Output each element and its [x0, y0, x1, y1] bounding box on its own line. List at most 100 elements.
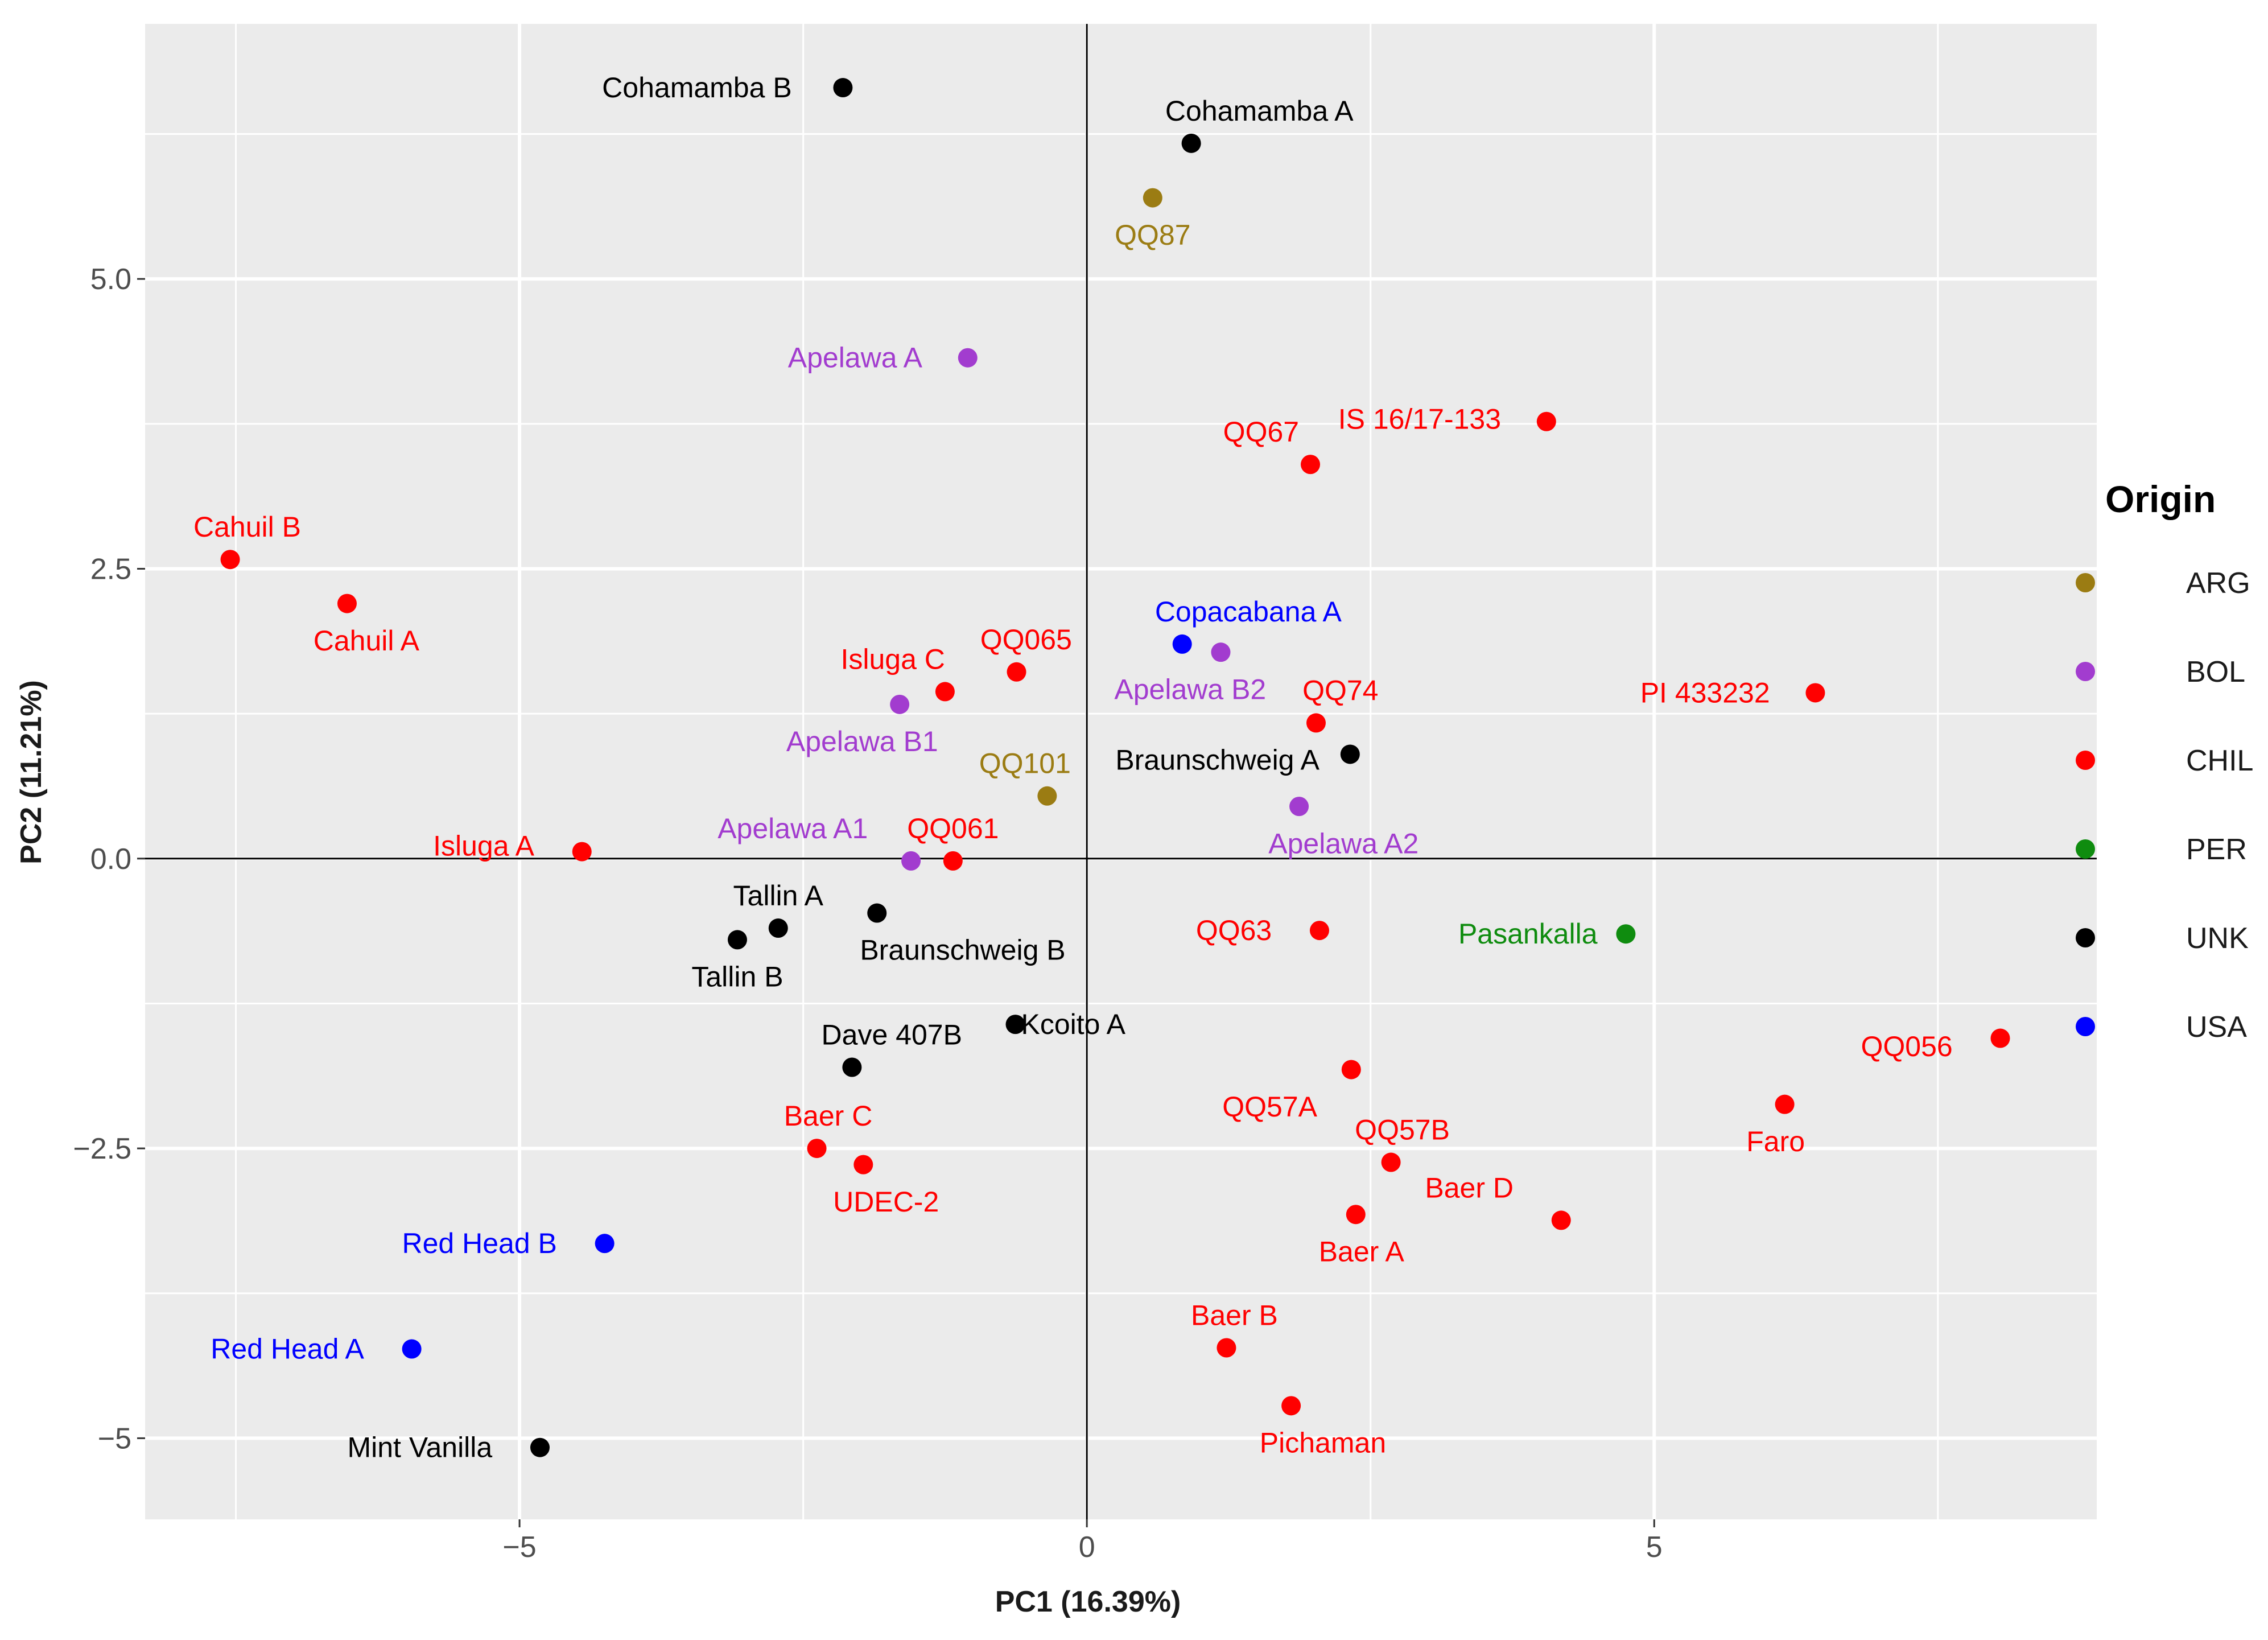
- legend-label: BOL: [2186, 656, 2245, 689]
- y-tick-label: −2.5: [73, 1132, 131, 1165]
- data-point: [337, 594, 357, 613]
- data-point: [595, 1234, 615, 1254]
- legend-swatch: [2076, 1017, 2095, 1036]
- point-label: QQ056: [1861, 1031, 1953, 1062]
- y-tick-label: 5.0: [90, 263, 131, 296]
- data-point: [768, 918, 788, 938]
- point-label: Tallin B: [691, 961, 783, 993]
- point-label: QQ67: [1223, 416, 1299, 448]
- x-tick-label: 0: [1079, 1531, 1095, 1564]
- data-point: [1181, 133, 1201, 153]
- data-point: [842, 1057, 862, 1077]
- data-point: [807, 1139, 827, 1159]
- point-label: IS 16/17-133: [1338, 403, 1501, 435]
- x-tick-label: −5: [502, 1531, 536, 1564]
- data-point: [1217, 1338, 1236, 1358]
- data-point: [1805, 683, 1825, 703]
- legend-label: USA: [2186, 1011, 2247, 1044]
- data-point: [890, 694, 910, 714]
- data-point: [958, 348, 978, 368]
- point-label: Cahuil B: [193, 511, 301, 543]
- data-point: [530, 1437, 550, 1457]
- point-label: Red Head A: [211, 1333, 364, 1365]
- point-label: Apelawa A2: [1268, 827, 1418, 859]
- data-point: [1551, 1210, 1571, 1230]
- point-label: Isluga C: [840, 643, 945, 675]
- point-label: QQ57B: [1355, 1114, 1450, 1145]
- point-label: PI 433232: [1640, 677, 1770, 708]
- reference-lines: [145, 24, 2097, 1519]
- y-axis-title: PC2 (11.21%): [15, 680, 48, 864]
- legend-label: CHIL: [2186, 744, 2253, 777]
- point-label: Red Head B: [402, 1227, 556, 1259]
- data-point: [1990, 1028, 2010, 1048]
- data-point: [1616, 924, 1636, 944]
- data-point: [1172, 634, 1192, 654]
- data-point: [1007, 662, 1026, 682]
- point-label: UDEC-2: [833, 1186, 939, 1218]
- x-tick-label: 5: [1646, 1531, 1663, 1564]
- point-label: Pichaman: [1260, 1427, 1386, 1459]
- point-label: Pasankalla: [1458, 918, 1598, 950]
- point-label: Apelawa B1: [786, 726, 938, 757]
- data-point: [1775, 1094, 1795, 1114]
- data-point: [402, 1339, 422, 1359]
- point-label: Baer C: [784, 1100, 873, 1132]
- data-point: [727, 930, 747, 950]
- data-point: [572, 842, 592, 862]
- data-point: [1306, 713, 1326, 733]
- data-point: [935, 682, 955, 702]
- point-label: Apelawa A: [788, 342, 923, 374]
- data-point: [1289, 797, 1309, 817]
- data-point: [220, 550, 240, 570]
- data-points: [220, 78, 2010, 1457]
- data-point: [1340, 744, 1360, 764]
- point-label: QQ74: [1302, 674, 1378, 706]
- data-point: [1281, 1396, 1301, 1416]
- point-label: QQ63: [1196, 914, 1272, 946]
- point-label: Apelawa B2: [1114, 673, 1266, 705]
- y-tick-label: −5: [98, 1422, 131, 1455]
- legend-title: Origin: [2105, 478, 2216, 520]
- legend-swatch: [2076, 573, 2095, 592]
- data-point: [853, 1155, 873, 1175]
- data-point: [1301, 455, 1321, 475]
- point-label: Baer D: [1425, 1172, 1514, 1204]
- point-label: Cahuil A: [314, 625, 420, 657]
- point-label: Faro: [1746, 1126, 1805, 1157]
- point-label: Cohamamba B: [602, 72, 792, 104]
- data-point: [1037, 786, 1057, 806]
- legend-swatch: [2076, 751, 2095, 770]
- point-label: Mint Vanilla: [347, 1432, 492, 1464]
- point-label: Baer B: [1191, 1299, 1278, 1331]
- plot-panel: [145, 24, 2097, 1519]
- y-axis-ticks: 5.0 2.5 0.0 −2.5 −5: [73, 263, 145, 1455]
- data-point: [1143, 188, 1162, 208]
- x-axis-title: PC1 (16.39%): [995, 1585, 1181, 1618]
- point-label: QQ061: [907, 813, 999, 844]
- point-label: Braunschweig A: [1115, 744, 1319, 776]
- point-label: Apelawa A1: [717, 813, 868, 844]
- point-label: Kcoito A: [1021, 1008, 1126, 1040]
- legend-swatch: [2076, 839, 2095, 859]
- data-point: [1005, 1015, 1025, 1035]
- point-label: Tallin A: [733, 880, 824, 912]
- point-label: Baer A: [1319, 1235, 1405, 1267]
- point-label: QQ57A: [1222, 1091, 1317, 1123]
- legend-label: PER: [2186, 833, 2247, 866]
- point-label: Braunschweig B: [860, 934, 1065, 966]
- data-point: [1346, 1205, 1366, 1225]
- point-labels: Cohamamba B Cohamamba A QQ87 Apelawa A IS 16…: [193, 72, 1953, 1464]
- data-point: [1309, 921, 1329, 941]
- point-label: Cohamamba A: [1165, 95, 1354, 127]
- point-label: QQ101: [979, 748, 1071, 780]
- point-label: Copacabana A: [1155, 596, 1342, 628]
- data-point: [833, 78, 853, 98]
- minor-gridlines: [145, 24, 2097, 1519]
- point-label: QQ065: [980, 624, 1072, 656]
- data-point: [1341, 1060, 1361, 1079]
- legend-swatch: [2076, 662, 2095, 681]
- y-tick-label: 0.0: [90, 843, 131, 876]
- point-label: Isluga A: [433, 830, 535, 862]
